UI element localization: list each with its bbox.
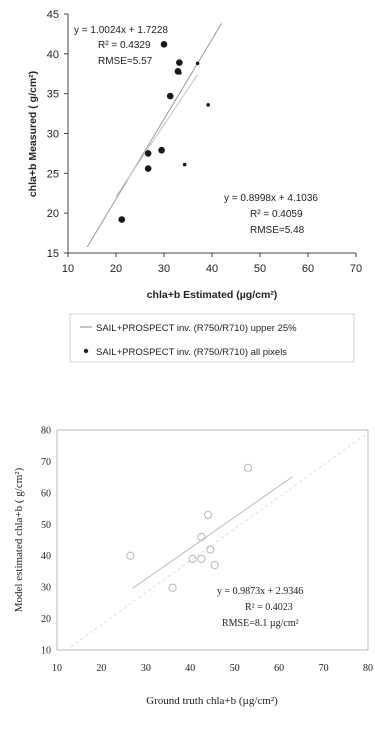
chart-2-point <box>206 545 215 554</box>
chart-1-legend-series-2: SAIL+PROSPECT inv. (R750/R710) all pixel… <box>96 347 287 358</box>
chart-1-y-tick-label: 15 <box>47 248 59 260</box>
chart-2-point <box>203 510 213 519</box>
chart-1-point-series-1 <box>166 92 174 100</box>
chart-2-x-tick-label: 70 <box>319 663 329 674</box>
chart-1-point-series-1 <box>144 165 152 172</box>
chart-1-point-series-2 <box>206 103 210 107</box>
chart-2-x-tick-label: 30 <box>141 663 151 674</box>
chart-2-x-ticks: 10 20 30 40 50 60 70 80 <box>52 663 373 674</box>
chart-1-y-tick-label: 40 <box>47 49 59 61</box>
chart-1-legend-series-1: SAIL+PROSPECT inv. (R750/R710) upper 25% <box>96 323 297 334</box>
chart-1-y-tick-label: 35 <box>47 89 59 101</box>
chart-2-x-tick-label: 20 <box>96 663 106 674</box>
chart-1-y-axis-label: chla+b Measured ( g/cm²) <box>27 71 39 197</box>
chart-2: 10 20 30 40 50 60 70 80 10 20 30 40 50 60 70 80 y = 0.… <box>13 426 373 708</box>
chart-2-x-tick-label: 80 <box>363 663 373 674</box>
chart-1-y-ticks: 15 20 25 30 35 40 45 <box>47 9 68 260</box>
chart-2-point <box>126 551 135 560</box>
chart-2-y-tick-label: 60 <box>41 488 51 499</box>
chart-2-y-tick-label: 50 <box>41 520 51 531</box>
chart-1-annotation-2-rmse: RMSE=5.48 <box>250 225 305 236</box>
chart-1-annotation-1-rmse: RMSE=5.57 <box>98 56 153 67</box>
chart-2-annotation-rmse: RMSE=8.1 µg/cm² <box>222 618 299 629</box>
chart-1-x-ticks: 10 20 30 40 50 60 70 <box>62 253 362 275</box>
chart-2-y-axis-label: Model estimated chla+b ( g/cm²) <box>13 467 25 612</box>
chart-1-annotation-2-equation: y = 0.8998x + 4.1036 <box>224 193 318 204</box>
chart-1-x-tick-label: 30 <box>158 263 170 275</box>
chart-2-plot-border <box>56 429 369 651</box>
chart-1-annotation-1-r2: R² = 0.4329 <box>98 40 151 51</box>
chart-1-legend-box <box>69 313 355 363</box>
chart-1-x-tick-label: 70 <box>350 263 362 275</box>
chart-1-y-tick-label: 20 <box>47 208 59 220</box>
chart-2-annotation-r2: R² = 0.4023 <box>245 602 293 613</box>
chart-1-x-tick-label: 60 <box>302 263 314 275</box>
chart-1: 10 20 30 40 50 60 70 15 20 25 30 35 40 45 y = 1.0024… <box>27 9 362 363</box>
chart-2-point <box>197 554 206 563</box>
chart-1-trendlines <box>86 23 223 248</box>
chart-1-point-series-1 <box>144 150 152 157</box>
chart-2-point <box>188 554 197 563</box>
chart-1-legend-dot-swatch <box>83 348 89 354</box>
chart-1-point-series-1 <box>158 146 165 154</box>
chart-1-x-tick-label: 20 <box>110 263 122 275</box>
chart-1-annotation-1-equation: y = 1.0024x + 1.7228 <box>74 25 168 36</box>
chart-1-trendline-2 <box>115 74 199 197</box>
chart-2-trendlines <box>70 432 369 648</box>
chart-2-x-tick-label: 50 <box>230 663 240 674</box>
chart-2-y-tick-label: 20 <box>41 614 51 625</box>
chart-2-point <box>168 583 177 592</box>
chart-2-point <box>243 463 253 472</box>
chart-2-trendline <box>132 476 293 589</box>
chart-1-x-tick-label: 10 <box>62 263 74 275</box>
chart-2-point <box>197 532 206 541</box>
chart-1-annotation-2-r2: R² = 0.4059 <box>250 209 303 220</box>
chart-2-x-tick-label: 60 <box>274 663 284 674</box>
chart-2-point <box>210 561 219 570</box>
chart-2-y-tick-label: 10 <box>41 646 51 657</box>
chart-1-x-axis-label: chla+b Estimated (µg/cm²) <box>147 289 278 301</box>
chart-1-trendline-1 <box>86 23 223 248</box>
chart-1-point-series-1 <box>176 59 183 66</box>
chart-1-y-tick-label: 45 <box>47 9 59 21</box>
chart-1-y-tick-label: 25 <box>47 168 59 180</box>
chart-2-x-tick-label: 10 <box>52 663 62 674</box>
chart-1-point-series-2 <box>178 71 182 75</box>
chart-2-points <box>126 463 253 592</box>
chart-1-point-series-2 <box>182 162 187 167</box>
chart-2-y-tick-label: 80 <box>41 426 51 437</box>
chart-1-y-tick-label: 30 <box>47 129 59 141</box>
chart-2-y-tick-label: 70 <box>41 457 51 468</box>
chart-2-reference-line <box>70 432 369 648</box>
chart-2-x-axis-label: Ground truth chla+b (µg/cm²) <box>146 695 278 707</box>
chart-1-point-series-1 <box>160 40 168 48</box>
chart-1-x-tick-label: 40 <box>206 263 218 275</box>
chart-2-y-ticks: 10 20 30 40 50 60 70 80 <box>41 426 51 657</box>
chart-2-y-tick-label: 30 <box>41 583 51 594</box>
chart-2-y-tick-label: 40 <box>41 551 51 562</box>
chart-1-x-tick-label: 50 <box>254 263 266 275</box>
chart-2-x-tick-label: 40 <box>185 663 195 674</box>
chart-1-point-series-1 <box>118 216 126 223</box>
chart-1-points <box>118 40 210 223</box>
chart-2-annotation-equation: y = 0.9873x + 2.9346 <box>217 586 303 597</box>
chart-1-point-series-2 <box>195 61 200 66</box>
